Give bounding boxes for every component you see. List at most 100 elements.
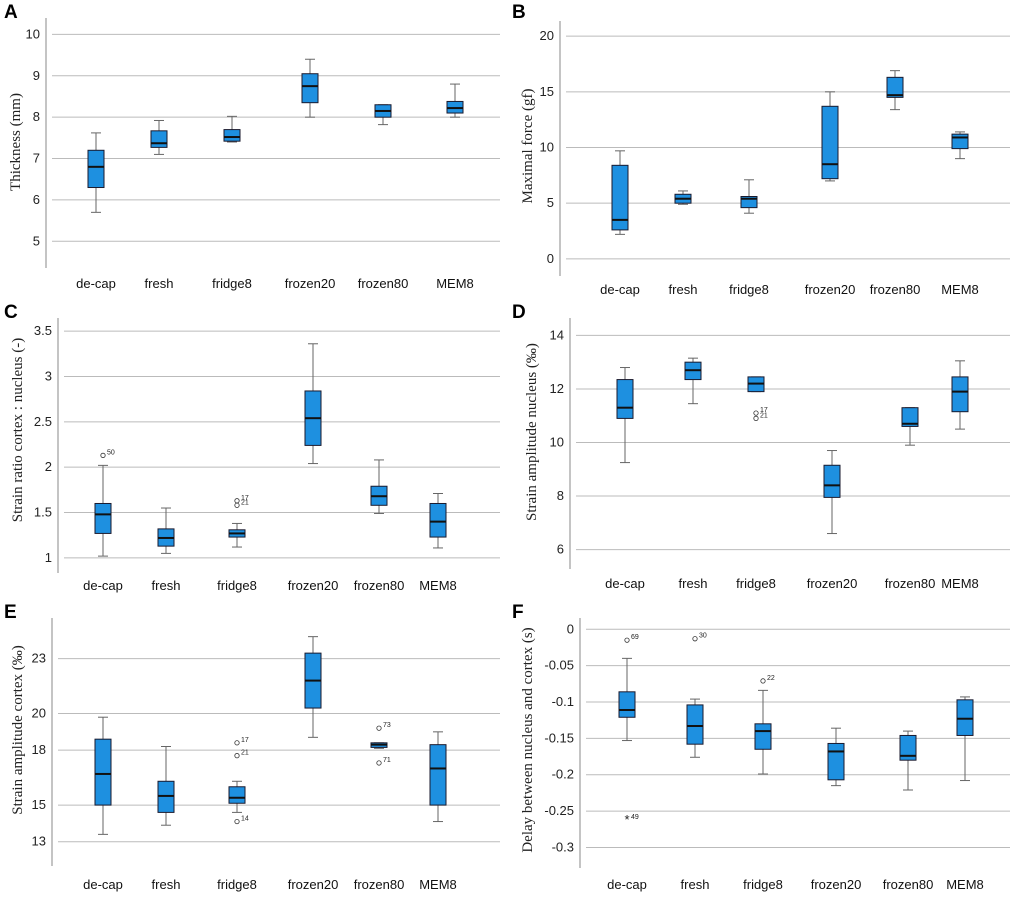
x-category-label: fresh <box>681 877 710 892</box>
iqr-box <box>899 734 917 761</box>
outlier-label: 21 <box>241 750 249 757</box>
y-tick-label: 12 <box>550 381 564 396</box>
box-de-cap: 50 <box>94 449 115 557</box>
x-category-label: frozen20 <box>807 576 858 591</box>
y-tick-label: 6 <box>33 192 40 207</box>
box-fridge8: 17 21 14 <box>228 737 249 825</box>
x-category-label: fresh <box>145 276 174 291</box>
y-tick-label: 1 <box>45 550 52 565</box>
y-tick-label: 10 <box>550 435 564 450</box>
x-category-label: fridge8 <box>743 877 783 892</box>
outlier-marker: * <box>624 812 629 827</box>
x-category-label: frozen80 <box>885 576 936 591</box>
outlier-marker <box>753 415 759 421</box>
y-tick-label: 18 <box>32 742 46 757</box>
outlier-label: 49 <box>631 814 639 821</box>
x-category-label: MEM8 <box>946 877 984 892</box>
panel-letter: B <box>512 2 526 23</box>
panel-letter: E <box>4 602 17 623</box>
outlier-marker <box>234 753 240 759</box>
panel-e: E 13 15 18 20 23 Strain amplitude cortex (‰) de… <box>4 602 500 892</box>
box-MEM8 <box>956 696 974 782</box>
y-axis-label: Delay between nucleus and cortex (s) <box>520 627 536 852</box>
box-MEM8 <box>951 360 969 430</box>
x-category-label: de-cap <box>600 282 640 297</box>
panel-letter: A <box>4 2 18 23</box>
x-category-label: de-cap <box>607 877 647 892</box>
iqr-box <box>223 129 241 142</box>
iqr-box <box>94 502 112 534</box>
box-frozen80 <box>370 459 388 514</box>
y-tick-label: 3 <box>45 368 52 383</box>
box-MEM8 <box>429 731 447 823</box>
y-tick-label: 5 <box>547 195 554 210</box>
box-fresh <box>684 357 702 405</box>
box-frozen80 <box>374 104 392 126</box>
y-tick-label: -0.05 <box>544 658 574 673</box>
panel-c: C 1 1.5 2 2.5 3 3.5 Strain ratio cortex : nucle… <box>4 302 500 593</box>
iqr-box <box>823 464 841 498</box>
x-category-label: MEM8 <box>436 276 474 291</box>
y-tick-label: 8 <box>557 488 564 503</box>
y-axis-label: Maximal force (gf) <box>520 89 536 204</box>
box-de-cap: 69 * 49 <box>618 634 639 827</box>
outlier-marker <box>234 740 240 746</box>
y-tick-label: -0.15 <box>544 730 574 745</box>
y-tick-label: 9 <box>33 68 40 83</box>
x-category-label: fridge8 <box>736 576 776 591</box>
iqr-box <box>150 130 168 148</box>
y-tick-label: 13 <box>32 834 46 849</box>
y-tick-label: 23 <box>32 651 46 666</box>
box-fridge8 <box>223 115 241 143</box>
x-category-label: frozen80 <box>354 877 405 892</box>
x-category-label: de-cap <box>76 276 116 291</box>
iqr-box <box>429 502 447 538</box>
x-category-label: frozen20 <box>288 578 339 593</box>
x-category-label: frozen20 <box>285 276 336 291</box>
iqr-box <box>429 744 447 806</box>
x-category-label: fresh <box>152 877 181 892</box>
box-MEM8 <box>429 493 447 549</box>
panel-b: B 0 5 10 15 20 Maximal force (gf) de-cap fresh fr… <box>512 2 1010 297</box>
x-category-label: MEM8 <box>941 282 979 297</box>
y-tick-label: 8 <box>33 109 40 124</box>
y-tick-label: -0.3 <box>552 839 574 854</box>
y-tick-label: 3.5 <box>34 323 52 338</box>
outlier-label: 21 <box>760 412 768 419</box>
y-tick-label: 14 <box>550 327 564 342</box>
box-MEM8 <box>446 83 464 118</box>
x-category-label: MEM8 <box>419 578 457 593</box>
box-frozen20 <box>827 727 845 787</box>
y-tick-label: 20 <box>32 706 46 721</box>
outlier-marker <box>100 452 106 458</box>
outlier-label: 71 <box>383 757 391 764</box>
box-fresh <box>157 507 175 554</box>
iqr-box <box>87 149 105 189</box>
box-frozen80: 73 71 <box>370 722 391 766</box>
iqr-box <box>886 76 904 98</box>
x-category-label: MEM8 <box>419 877 457 892</box>
y-tick-label: 5 <box>33 233 40 248</box>
x-category-label: frozen80 <box>358 276 409 291</box>
outlier-label: 50 <box>107 449 115 456</box>
x-category-label: de-cap <box>83 877 123 892</box>
outlier-marker <box>760 678 766 684</box>
y-tick-label: 7 <box>33 151 40 166</box>
x-category-label: fridge8 <box>212 276 252 291</box>
box-fresh: 30 <box>686 633 707 758</box>
box-fridge8 <box>740 179 758 214</box>
outlier-marker <box>376 760 382 766</box>
iqr-box <box>754 723 772 750</box>
iqr-box <box>740 196 758 209</box>
panel-letter: D <box>512 302 526 323</box>
iqr-box <box>951 376 969 413</box>
y-tick-label: 2 <box>45 459 52 474</box>
y-tick-label: 6 <box>557 542 564 557</box>
y-axis-label: Strain amplitude nucleus (‰) <box>524 343 540 521</box>
box-frozen20 <box>304 343 322 465</box>
box-de-cap <box>94 716 112 835</box>
x-category-label: MEM8 <box>941 576 979 591</box>
iqr-box <box>618 691 636 718</box>
